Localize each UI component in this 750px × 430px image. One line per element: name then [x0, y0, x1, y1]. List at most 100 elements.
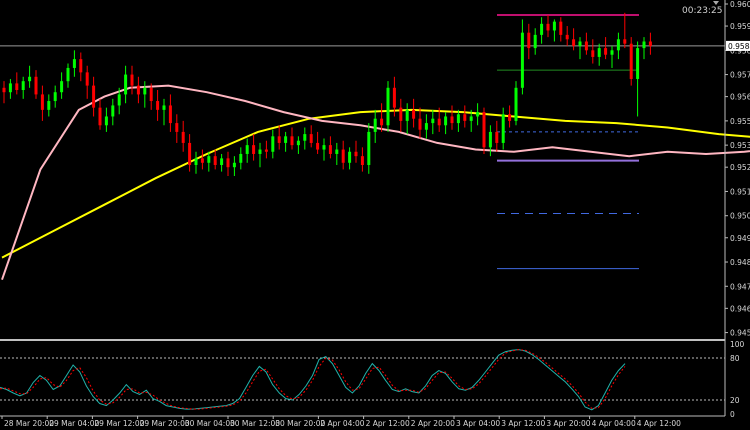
price-axis: 0.96030.95930.95820.95710.95610.95500.95…: [724, 0, 750, 416]
candle-body: [482, 112, 486, 148]
candle-body: [245, 145, 249, 154]
candle-body: [47, 101, 51, 110]
oscillator-main-line: [0, 349, 626, 411]
candle-body: [444, 116, 448, 126]
fast-moving-average-line: [1, 84, 750, 281]
candle-body: [290, 136, 294, 146]
time-tick-label: 2 Apr 20:00: [411, 419, 455, 428]
price-tick-label: 0.9518: [730, 187, 750, 196]
time-tick-label: 29 Mar 12:00: [94, 419, 144, 428]
main-pane[interactable]: [0, 45, 725, 341]
candle-body: [296, 140, 300, 146]
horizontal-levels[interactable]: [497, 14, 639, 270]
candle-body: [552, 21, 556, 31]
candle-body: [200, 158, 204, 163]
candle-body: [8, 83, 12, 93]
candle-body: [53, 92, 57, 102]
current-price-label: 0.9584: [728, 42, 750, 51]
price-tick-label: 0.9486: [730, 258, 750, 267]
candle-body: [322, 145, 326, 150]
candle-body: [476, 112, 480, 117]
candle-body: [85, 72, 89, 86]
candle-body: [533, 34, 537, 49]
candle-body: [392, 87, 396, 108]
candle-body: [367, 131, 371, 165]
candle-body: [636, 48, 640, 79]
candle-body: [130, 74, 134, 86]
candle-body: [341, 149, 345, 163]
candle-body: [348, 151, 352, 163]
candle-body: [546, 23, 550, 31]
candle-body: [604, 48, 608, 55]
candle-body: [40, 94, 44, 110]
candle-body: [194, 158, 198, 165]
price-tick-label: 0.9454: [730, 329, 750, 338]
candle-body: [34, 76, 38, 95]
candle-body: [373, 118, 377, 132]
candle-body: [424, 123, 428, 130]
candle-body: [508, 114, 512, 121]
price-tick-label: 0.9529: [730, 163, 750, 172]
candle-body: [213, 156, 217, 165]
oscillator-pane[interactable]: 100 80 20 0: [0, 340, 745, 419]
candle-body: [21, 81, 25, 91]
candle-body: [226, 158, 230, 168]
candle-body: [232, 162, 236, 168]
candlesticks: [2, 12, 652, 177]
price-tick-label: 0.9603: [730, 0, 750, 9]
price-tick-label: 0.9561: [730, 93, 750, 102]
candle-body: [399, 107, 403, 121]
candle-body: [418, 118, 422, 130]
candle-body: [220, 158, 224, 165]
candle-body: [360, 156, 364, 165]
candle-body: [207, 156, 211, 163]
candle-body: [380, 118, 384, 126]
candle-body: [284, 136, 288, 143]
time-tick-label: 3 Apr 20:00: [546, 419, 590, 428]
candle-body: [156, 101, 160, 110]
time-tick-label: 30 Mar 12:00: [230, 419, 280, 428]
candle-body: [335, 149, 339, 154]
candle-body: [188, 142, 192, 165]
time-tick-label: 30 Mar 20:00: [275, 419, 325, 428]
candle-body: [328, 145, 332, 154]
candle-body: [386, 87, 390, 126]
price-tick-label: 0.9465: [730, 304, 750, 313]
candle-body: [437, 118, 441, 126]
candle-body: [98, 107, 102, 126]
candle-body: [540, 23, 544, 35]
candle-body: [623, 39, 627, 44]
time-tick-label: 29 Mar 04:00: [49, 419, 99, 428]
server-clock: 00:23:25: [682, 6, 722, 16]
time-tick-label: 2 Apr 04:00: [320, 419, 364, 428]
candle-body: [572, 39, 576, 46]
candle-body: [66, 67, 70, 82]
oscillator-tick-label: 0: [730, 410, 735, 419]
candle-body: [463, 114, 467, 121]
time-tick-label: 28 Mar 20:00: [4, 419, 54, 428]
candle-body: [578, 41, 582, 46]
chart-shift-marker-icon[interactable]: [713, 1, 719, 5]
candle-body: [303, 134, 307, 141]
oscillator-tick-label: 100: [730, 340, 745, 349]
time-tick-label: 4 Apr 12:00: [637, 419, 681, 428]
candle-body: [239, 153, 243, 163]
candle-body: [252, 145, 256, 154]
candle-body: [111, 105, 115, 117]
time-tick-label: 4 Apr 04:00: [592, 419, 636, 428]
candle-body: [469, 116, 473, 121]
time-tick-label: 3 Apr 12:00: [501, 419, 545, 428]
candle-body: [162, 105, 166, 110]
candle-body: [597, 48, 601, 57]
candle-body: [527, 32, 531, 49]
candle-body: [271, 136, 275, 152]
candle-body: [584, 41, 588, 51]
candle-body: [648, 41, 652, 46]
candle-body: [258, 149, 262, 154]
candle-body: [136, 85, 140, 95]
candle-body: [354, 151, 358, 157]
candle-body: [559, 21, 563, 35]
candle-body: [565, 34, 569, 40]
